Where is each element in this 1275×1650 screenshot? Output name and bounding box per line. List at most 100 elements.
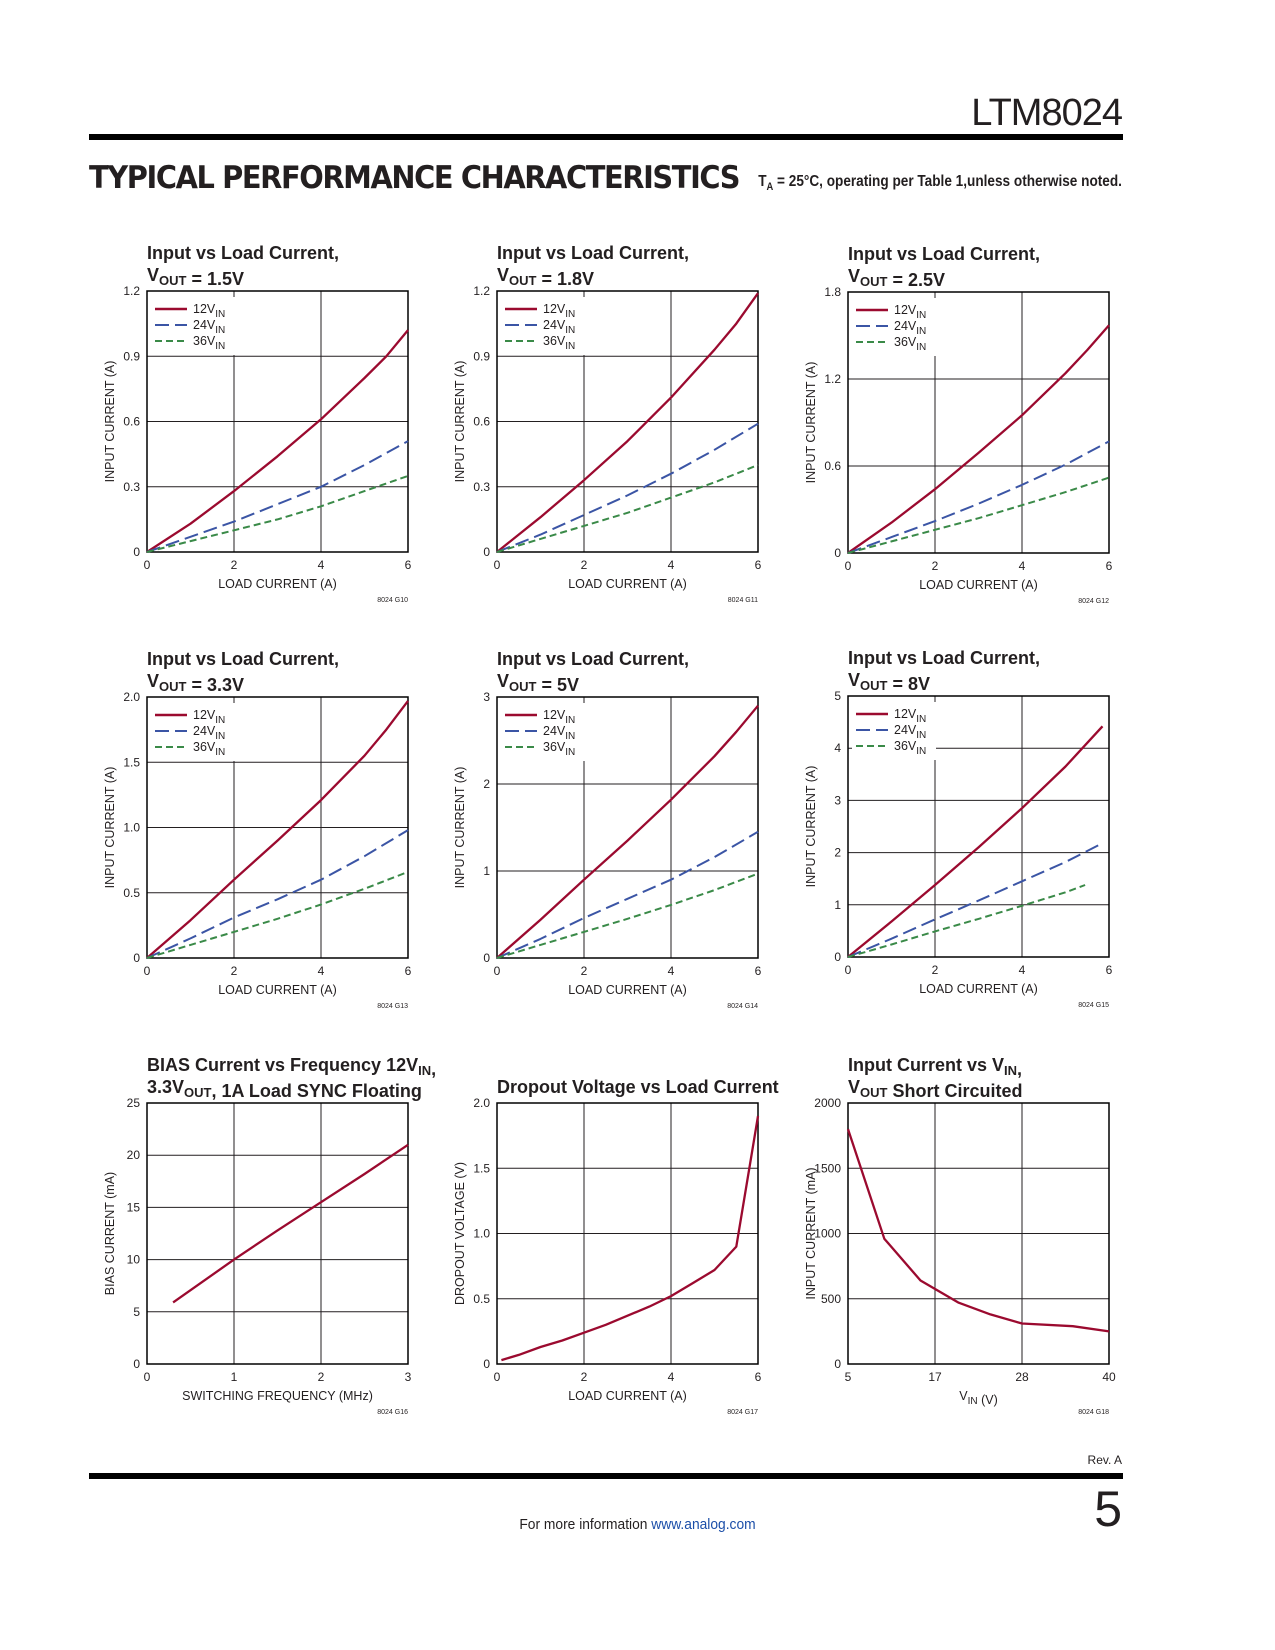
subscript: IN bbox=[916, 714, 926, 725]
x-tick-label: 2 bbox=[581, 964, 588, 978]
text-part: LOAD CURRENT (A) bbox=[568, 1389, 687, 1403]
series-line bbox=[146, 829, 409, 959]
y-axis-label: INPUT CURRENT (A) bbox=[103, 767, 117, 889]
figure-code: 8024 G12 bbox=[1078, 598, 1109, 605]
chart-title: 3.3VOUT, 1A Load SYNC Floating bbox=[147, 1077, 422, 1101]
series-line bbox=[847, 725, 1104, 958]
subscript: IN bbox=[215, 341, 225, 352]
text-part: LOAD CURRENT (A) bbox=[568, 983, 687, 997]
text-part: , bbox=[1017, 1059, 1022, 1079]
y-tick-label: 0.9 bbox=[473, 349, 490, 363]
x-tick-label: 6 bbox=[755, 964, 762, 978]
series-line bbox=[496, 422, 759, 553]
y-tick-label: 2000 bbox=[814, 1096, 841, 1110]
y-tick-label: 1.0 bbox=[473, 1227, 490, 1241]
x-tick-label: 40 bbox=[1102, 1370, 1116, 1384]
text-part: 36V bbox=[894, 335, 917, 349]
y-tick-label: 0 bbox=[834, 950, 841, 964]
y-axis-label: INPUT CURRENT (A) bbox=[804, 362, 818, 484]
x-tick-label: 4 bbox=[668, 964, 675, 978]
x-tick-label: 4 bbox=[1019, 963, 1026, 977]
text-part: 36V bbox=[193, 334, 216, 348]
chart-title: VOUT = 5V bbox=[497, 671, 579, 695]
legend-label: 12VIN bbox=[894, 303, 926, 321]
subscript: IN bbox=[418, 1063, 431, 1078]
x-tick-label: 2 bbox=[932, 559, 939, 573]
chart-title: VOUT = 3.3V bbox=[147, 671, 244, 695]
subscript: IN bbox=[215, 715, 225, 726]
y-tick-label: 0 bbox=[834, 546, 841, 560]
series-line bbox=[146, 474, 409, 553]
x-tick-label: 0 bbox=[144, 1370, 151, 1384]
footer-text: For more information bbox=[519, 1516, 652, 1533]
chart-title: Input vs Load Current, bbox=[848, 244, 1040, 264]
chart-2: Input vs Load Current,VOUT = 1.8V 0 2 4 6 0 0.… bbox=[453, 243, 762, 604]
figure-code: 8024 G13 bbox=[377, 1003, 408, 1010]
chart-6: Input vs Load Current,VOUT = 8V 0 2 4 6 0 1 2 3 4… bbox=[804, 648, 1113, 1009]
text-part: LOAD CURRENT (A) bbox=[568, 577, 687, 591]
legend-label: 36VIN bbox=[193, 334, 225, 352]
y-axis-label: INPUT CURRENT (A) bbox=[103, 361, 117, 483]
x-axis-label: LOAD CURRENT (A) bbox=[218, 983, 337, 997]
x-tick-label: 6 bbox=[405, 558, 412, 572]
subscript: IN bbox=[565, 715, 575, 726]
text-part: V bbox=[147, 671, 159, 691]
x-axis-label: SWITCHING FREQUENCY (MHz) bbox=[182, 1389, 373, 1403]
legend-label: 24VIN bbox=[193, 724, 225, 742]
y-tick-label: 0.6 bbox=[123, 415, 140, 429]
chart-title: Input vs Load Current, bbox=[848, 648, 1040, 668]
text-part: Short Circuited bbox=[887, 1081, 1022, 1101]
subscript: IN bbox=[916, 326, 926, 337]
text-part: SWITCHING FREQUENCY (MHz) bbox=[182, 1389, 373, 1403]
subscript: IN bbox=[215, 309, 225, 320]
x-tick-label: 3 bbox=[405, 1370, 412, 1384]
x-tick-label: 0 bbox=[845, 559, 852, 573]
text-part: Input vs Load Current, bbox=[848, 648, 1040, 668]
chart-3: Input vs Load Current,VOUT = 2.5V 0 2 4 6 0 0.… bbox=[804, 244, 1113, 605]
legend-label: 12VIN bbox=[543, 302, 575, 320]
y-tick-label: 25 bbox=[127, 1096, 141, 1110]
y-tick-label: 2.0 bbox=[123, 690, 140, 704]
y-tick-label: 500 bbox=[821, 1292, 841, 1306]
y-tick-label: 3 bbox=[834, 793, 841, 807]
text-part: V bbox=[497, 671, 509, 691]
series-line bbox=[847, 324, 1110, 554]
text-part: 36V bbox=[543, 334, 566, 348]
y-tick-label: 0.9 bbox=[123, 349, 140, 363]
x-tick-label: 2 bbox=[581, 1370, 588, 1384]
chart-title: Input vs Load Current, bbox=[497, 649, 689, 669]
website-link[interactable]: www.analog.com bbox=[651, 1516, 756, 1533]
subscript: IN bbox=[215, 325, 225, 336]
text-part: BIAS Current vs Frequency 12V bbox=[147, 1055, 418, 1075]
legend-label: 36VIN bbox=[543, 740, 575, 758]
chart-1: Input vs Load Current,VOUT = 1.5V 0 2 4 6 0 0.… bbox=[103, 243, 412, 604]
y-axis-label: INPUT CURRENT (A) bbox=[804, 766, 818, 888]
x-tick-label: 17 bbox=[928, 1370, 942, 1384]
x-tick-label: 6 bbox=[1106, 559, 1113, 573]
y-tick-label: 1.2 bbox=[473, 284, 490, 298]
chart-9: Input Current vs VIN,VOUT Short Circuite… bbox=[804, 1055, 1116, 1416]
series-line bbox=[146, 329, 409, 553]
y-tick-label: 10 bbox=[127, 1253, 141, 1267]
y-axis-label: INPUT CURRENT (mA) bbox=[804, 1167, 818, 1299]
subscript: IN bbox=[565, 731, 575, 742]
subscript: IN bbox=[565, 341, 575, 352]
legend-label: 12VIN bbox=[894, 707, 926, 725]
chart-title: BIAS Current vs Frequency 12VIN, bbox=[147, 1055, 436, 1079]
figure-code: 8024 G10 bbox=[377, 597, 408, 604]
legend-label: 24VIN bbox=[543, 724, 575, 742]
y-tick-label: 5 bbox=[133, 1305, 140, 1319]
revision: Rev. A bbox=[1087, 1453, 1122, 1467]
y-tick-label: 1.2 bbox=[824, 372, 841, 386]
chart-title: VOUT = 8V bbox=[848, 670, 930, 694]
y-tick-label: 0.5 bbox=[123, 886, 140, 900]
chart-title: VOUT = 1.8V bbox=[497, 265, 594, 289]
cond-prefix: T bbox=[758, 173, 767, 190]
y-tick-label: 1.8 bbox=[824, 285, 841, 299]
y-axis-label: INPUT CURRENT (A) bbox=[453, 767, 467, 889]
x-tick-label: 28 bbox=[1015, 1370, 1029, 1384]
subscript: OUT bbox=[159, 273, 187, 288]
chart-title: Input Current vs VIN, bbox=[848, 1055, 1022, 1079]
series-line bbox=[496, 292, 759, 553]
